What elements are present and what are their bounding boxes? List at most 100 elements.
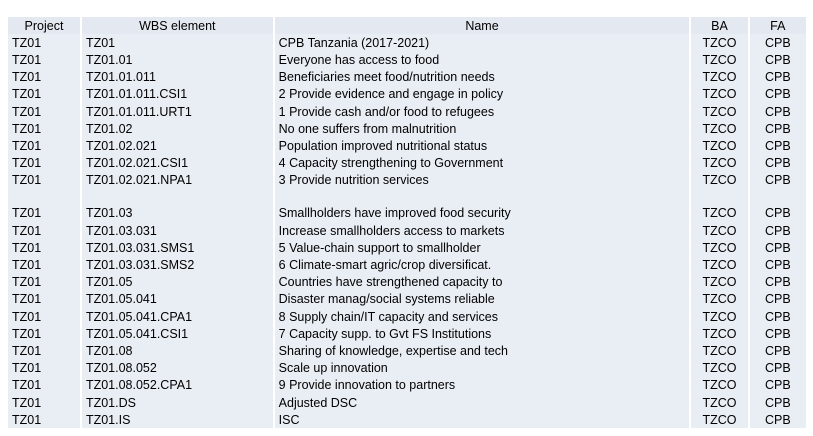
project-cell: TZ01 [8,171,82,189]
name-cell: 2 Provide evidence and engage in policy [274,85,692,103]
project-cell: TZ01 [8,102,82,121]
name-cell: Adjusted DSC [274,393,692,412]
table-row[interactable]: TZ01 TZ01.02.021 Population improved nutri… [8,137,808,155]
project-cell: TZ01 [8,51,82,69]
project-cell: TZ01 [8,273,82,291]
fa-cell: CPB [749,325,808,343]
table-row[interactable]: TZ01 TZ01.05.041.CPA1 8 Supply chain/IT ca… [8,308,808,326]
ba-cell [691,188,750,205]
table-row[interactable]: TZ01 TZ01.08.052.CPA1 9 Provide innovation… [8,376,808,394]
wbs-element-cell: TZ01.02.021.NPA1 [81,171,275,189]
table-row[interactable]: TZ01 TZ01.01 Everyone has access to food TZ… [8,51,808,69]
ba-cell: TZCO [691,325,750,343]
project-cell [8,188,82,205]
project-cell: TZ01 [8,256,82,274]
project-cell: TZ01 [8,85,82,103]
wbs-element-cell: TZ01.02 [81,120,275,138]
table-row[interactable]: TZ01 TZ01.DS Adjusted DSC TZCO CPB [8,393,808,412]
table-row[interactable]: TZ01 TZ01 CPB Tanzania (2017-2021) TZCO CPB [8,34,808,52]
table-row[interactable]: TZ01 TZ01.03 Smallholders have improved fo… [8,204,808,223]
ba-cell: TZCO [691,34,750,52]
wbs-element-cell: TZ01.02.021 [81,137,275,155]
name-cell: Population improved nutritional status [274,137,692,155]
name-cell: Countries have strengthened capacity to [274,273,692,291]
ba-cell: TZCO [691,393,750,412]
name-cell [274,188,692,205]
table-row[interactable]: TZ01 TZ01.08.052 Scale up innovation TZCO CP… [8,359,808,377]
table-row[interactable]: TZ01 TZ01.03.031 Increase smallholders acc… [8,222,808,240]
table-row[interactable] [8,188,808,205]
ba-cell: TZCO [691,290,750,308]
wbs-element-cell: TZ01.01.011.URT1 [81,102,275,121]
fa-cell: CPB [749,154,808,172]
column-header-fa[interactable]: FA [749,17,808,35]
column-header-name[interactable]: Name [274,17,692,35]
wbs-element-cell: TZ01.01.011 [81,68,275,86]
project-cell: TZ01 [8,325,82,343]
wbs-element-cell: TZ01.IS [81,411,275,429]
fa-cell: CPB [749,137,808,155]
fa-cell: CPB [749,34,808,52]
wbs-element-cell: TZ01.01.011.CSI1 [81,85,275,103]
project-cell: TZ01 [8,342,82,360]
fa-cell: CPB [749,102,808,121]
table-row[interactable]: TZ01 TZ01.03.031.SMS1 5 Value-chain suppor… [8,239,808,257]
name-cell: Scale up innovation [274,359,692,377]
ba-cell: TZCO [691,359,750,377]
project-cell: TZ01 [8,137,82,155]
wbs-element-cell: TZ01.05.041 [81,290,275,308]
fa-cell: CPB [749,376,808,394]
table-row[interactable]: TZ01 TZ01.01.011.CSI1 2 Provide evidence a… [8,85,808,103]
table-row[interactable]: TZ01 TZ01.01.011.URT1 1 Provide cash and/o… [8,102,808,121]
ba-cell: TZCO [691,51,750,69]
project-cell: TZ01 [8,376,82,394]
project-cell: TZ01 [8,239,82,257]
project-cell: TZ01 [8,34,82,52]
name-cell: 5 Value-chain support to smallholder [274,239,692,257]
project-cell: TZ01 [8,120,82,138]
project-cell: TZ01 [8,359,82,377]
ba-cell: TZCO [691,120,750,138]
table-row[interactable]: TZ01 TZ01.08 Sharing of knowledge, experti… [8,342,808,360]
name-cell: 6 Climate-smart agric/crop diversificat. [274,256,692,274]
wbs-element-cell: TZ01.03 [81,204,275,223]
table-row[interactable]: TZ01 TZ01.03.031.SMS2 6 Climate-smart agri… [8,256,808,274]
fa-cell: CPB [749,85,808,103]
fa-cell: CPB [749,342,808,360]
fa-cell: CPB [749,273,808,291]
table-row[interactable]: TZ01 TZ01.02.021.CSI1 4 Capacity strengthe… [8,154,808,172]
project-cell: TZ01 [8,204,82,223]
fa-cell: CPB [749,290,808,308]
wbs-element-cell: TZ01 [81,34,275,52]
wbs-element-cell [81,188,275,205]
ba-cell: TZCO [691,154,750,172]
table-body: TZ01 TZ01 CPB Tanzania (2017-2021) TZCO CPB T… [8,34,808,429]
ba-cell: TZCO [691,137,750,155]
project-cell: TZ01 [8,308,82,326]
fa-cell [749,188,808,205]
ba-cell: TZCO [691,102,750,121]
wbs-element-cell: TZ01.03.031 [81,222,275,240]
column-header-wbs-element[interactable]: WBS element [81,17,275,35]
table-row[interactable]: TZ01 TZ01.05 Countries have strengthened c… [8,273,808,291]
name-cell: Everyone has access to food [274,51,692,69]
table-row[interactable]: TZ01 TZ01.IS ISC TZCO CPB [8,411,808,429]
table-row[interactable]: TZ01 TZ01.05.041.CSI1 7 Capacity supp. to … [8,325,808,343]
wbs-element-cell: TZ01.03.031.SMS1 [81,239,275,257]
table-row[interactable]: TZ01 TZ01.01.011 Beneficiaries meet food/n… [8,68,808,86]
column-header-ba[interactable]: BA [691,17,750,35]
column-header-project[interactable]: Project [8,17,82,35]
fa-cell: CPB [749,120,808,138]
table-row[interactable]: TZ01 TZ01.05.041 Disaster manag/social sys… [8,290,808,308]
wbs-table: Project WBS element Name BA FA TZ01 TZ01 C… [8,17,808,429]
ba-cell: TZCO [691,85,750,103]
project-cell: TZ01 [8,154,82,172]
table-row[interactable]: TZ01 TZ01.02.021.NPA1 3 Provide nutrition … [8,171,808,189]
table-row[interactable]: TZ01 TZ01.02 No one suffers from malnutrit… [8,120,808,138]
wbs-element-cell: TZ01.05.041.CPA1 [81,308,275,326]
ba-cell: TZCO [691,342,750,360]
fa-cell: CPB [749,239,808,257]
header-row: Project WBS element Name BA FA [8,17,808,35]
wbs-element-cell: TZ01.08.052 [81,359,275,377]
fa-cell: CPB [749,256,808,274]
